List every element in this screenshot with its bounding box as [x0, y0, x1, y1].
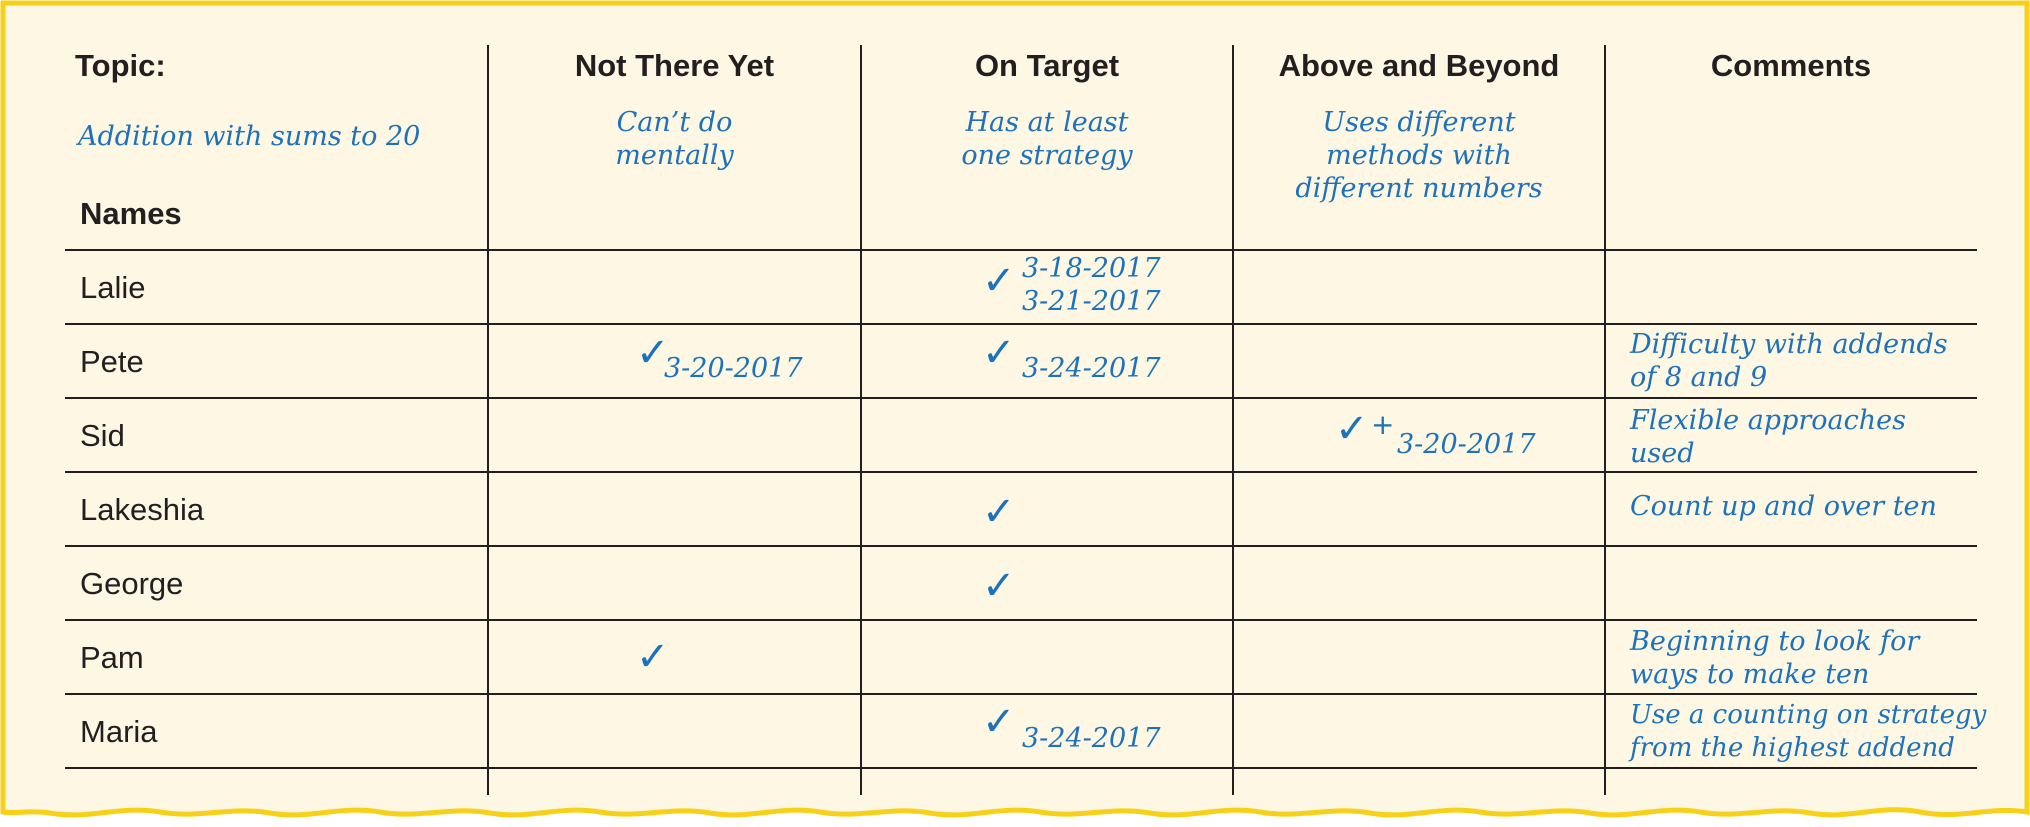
check-mark-icon: ✓: [1335, 406, 1369, 452]
student-name-lakeshia: Lakeshia: [80, 492, 205, 527]
check-mark-icon: ✓: [636, 330, 670, 376]
comment-lakeshia: Count up and over ten: [1630, 491, 1937, 522]
date-entry-pete-on-target: 3-24-2017: [1022, 353, 1161, 384]
comment-maria: Use a counting on strategy from the high…: [1630, 700, 1987, 763]
comment-sid: Flexible approaches used: [1630, 405, 1906, 469]
descriptor-on-target: Has at least one strategy: [961, 107, 1133, 171]
check-mark-icon: ✓: [982, 563, 1016, 609]
check-mark-icon: ✓: [982, 330, 1016, 376]
date-entry-pete-not-there-yet: 3-20-2017: [664, 353, 803, 384]
column-header-comments: Comments: [1710, 48, 1872, 83]
topic-value: Addition with sums to 20: [78, 121, 421, 152]
comment-pam: Beginning to look for ways to make ten: [1630, 626, 1920, 690]
check-mark-icon: ✓: [982, 258, 1016, 304]
student-name-sid: Sid: [80, 418, 125, 453]
column-header-above-and-beyond: Above and Beyond: [1278, 48, 1560, 83]
table-grid: [65, 45, 1977, 795]
student-name-lalie: Lalie: [80, 270, 146, 305]
topic-label: Topic:: [75, 48, 166, 83]
check-mark-icon: ✓: [636, 634, 670, 680]
column-header-not-there-yet: Not There Yet: [574, 48, 775, 83]
descriptor-not-there-yet: Can’t do mentally: [615, 107, 734, 171]
date-entry-maria-on-target: 3-24-2017: [1022, 723, 1161, 754]
student-name-maria: Maria: [80, 714, 158, 749]
descriptor-above-and-beyond: Uses different methods with different nu…: [1295, 107, 1543, 204]
plus-mark-icon: +: [1371, 408, 1395, 441]
student-name-george: George: [80, 566, 184, 601]
check-mark-icon: ✓: [982, 489, 1016, 535]
date-entry-lalie-on-target: 3-18-2017 3-21-2017: [1022, 253, 1161, 317]
comment-pete: Difficulty with addends of 8 and 9: [1630, 329, 1948, 393]
student-name-pete: Pete: [80, 344, 144, 379]
student-name-pam: Pam: [80, 640, 144, 675]
names-label: Names: [80, 196, 182, 231]
date-entry-sid-above-beyond: 3-20-2017: [1397, 429, 1536, 460]
column-header-on-target: On Target: [974, 48, 1120, 83]
check-mark-icon: ✓: [982, 699, 1016, 745]
